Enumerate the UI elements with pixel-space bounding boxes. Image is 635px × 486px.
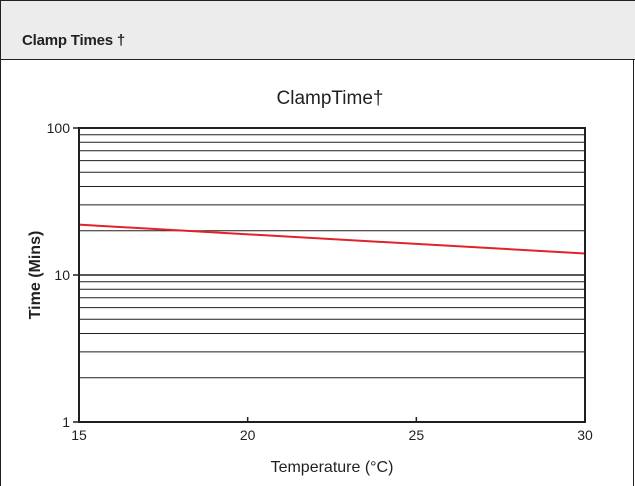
x-tick-label: 25: [409, 427, 425, 443]
series-layer: [78, 223, 586, 255]
chart-title: ClampTime†: [277, 88, 384, 109]
clamp-time-line: [78, 223, 586, 255]
x-tick-label: 15: [71, 427, 87, 443]
x-axis-label: Temperature (°C): [271, 459, 394, 476]
y-tick-label: 1: [62, 414, 70, 430]
y-tick-label: 100: [47, 120, 71, 136]
y-tick-label: 10: [54, 267, 70, 283]
y-axis-label: Time (Mins): [27, 231, 44, 320]
panel-title: Clamp Times †: [22, 32, 126, 49]
tick-labels: 1 10 100 15 20 25 30: [47, 120, 593, 443]
x-tick-label: 20: [240, 427, 256, 443]
grid-lines: [79, 127, 585, 423]
panel-header: Clamp Times †: [1, 0, 635, 60]
x-tick-label: 30: [577, 427, 593, 443]
